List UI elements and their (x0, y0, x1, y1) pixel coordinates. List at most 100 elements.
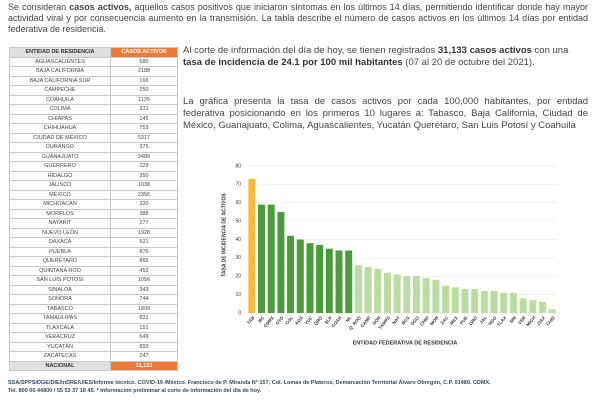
table-cell: TABASCO (9, 303, 111, 314)
x-tick-label: NAY (391, 315, 401, 325)
table-cell: BAJA CALIFORNIA SUR (9, 75, 111, 86)
bar (538, 301, 546, 313)
table-row: COAHUILA 1135 (9, 94, 178, 105)
y-tick-label: 80 (235, 163, 241, 169)
table-cell: CHIHUAHUA (9, 123, 111, 134)
table-cell: 1135 (110, 94, 178, 105)
x-tick-label: COAH (330, 315, 342, 328)
table-cell: TLAXCALA (9, 322, 111, 333)
table-cell: VERACRUZ (9, 332, 111, 343)
table-cell: GUANAJUATO (9, 151, 111, 162)
chart: TASA DE INCIDENCIA DE ACTIVOS ENTIDAD FE… (221, 163, 557, 346)
table-cell: 166 (110, 75, 178, 86)
table-row: MÉXICO 2356 (9, 189, 178, 200)
x-tick-label: YUC (304, 315, 314, 326)
x-tick-label: TLAX (496, 315, 507, 327)
table-cell: 1038 (110, 180, 178, 191)
table-cell: SAN LUIS POTOSÍ (9, 275, 111, 286)
x-tick-label: SIN (508, 315, 517, 324)
bar (258, 204, 266, 313)
table-row: YUCATÁN 893 (9, 341, 178, 352)
table-cell: 580 (110, 56, 178, 67)
x-tick-label: ZAC (439, 315, 449, 326)
table-cell: 1056 (110, 275, 178, 286)
table-cell: 375 (110, 142, 178, 153)
table-row: ZACATECAS 247 (9, 351, 178, 362)
table-cell: 866 (110, 256, 178, 267)
table-cell: 452 (110, 265, 178, 276)
table-cell: 151 (110, 322, 178, 333)
table-cell: 2188 (110, 66, 178, 77)
x-tick-label: HGO (487, 315, 498, 326)
table-row: BAJA CALIFORNIA 2188 (9, 66, 178, 77)
bar (451, 287, 459, 313)
bar (548, 309, 556, 313)
table-cell: 250 (110, 85, 178, 96)
table-cell: MICHOACÁN (9, 199, 111, 210)
table-row: GUANAJUATO 3489 (9, 151, 178, 162)
y-tick-label: 0 (238, 310, 241, 316)
table-row: AGUASCALIENTES 580 (9, 56, 178, 67)
x-tick-label: DGO (410, 315, 421, 326)
x-tick-label: CHIH (419, 315, 430, 327)
x-axis-label: ENTIDAD FEDERATIVA DE RESIDENCIA (353, 340, 458, 346)
summary-text: Al corte de información del día de hoy, … (183, 45, 438, 56)
y-tick-label: 30 (235, 255, 241, 261)
table-cell: QUINTANA ROO (9, 265, 111, 276)
table-row: CAMPECHE 250 (9, 85, 178, 96)
bar (519, 298, 527, 313)
table-row: HIDALGO 350 (9, 170, 178, 181)
table-cell: CAMPECHE (9, 85, 111, 96)
table-cell: 876 (110, 246, 178, 257)
table-cell: 521 (110, 237, 178, 248)
table-row: CHIHUAHUA 753 (9, 123, 178, 134)
bar (277, 211, 285, 313)
bar (383, 272, 391, 313)
table-cell: 277 (110, 218, 178, 229)
bar (287, 235, 295, 313)
bar (471, 289, 479, 313)
summary-text: (07 al 20 de octubre del 2021). (402, 57, 535, 68)
x-tick-label: VER (517, 315, 527, 326)
bar (393, 274, 401, 313)
table-row: NACIONAL 31,133 (9, 360, 178, 371)
table-cell: 893 (110, 341, 178, 352)
bar (325, 248, 333, 313)
table-row: MICHOACÁN 320 (9, 199, 178, 210)
x-tick-label: JAL (479, 315, 488, 325)
table-cell: NUEVO LEÓN (9, 227, 111, 238)
table-cell: SONORA (9, 294, 111, 305)
intro-text: aquellos casos positivos que iniciaron s… (8, 2, 588, 34)
x-tick-label: MICH (525, 315, 536, 327)
bar (296, 239, 304, 313)
table-cell: BAJA CALIFORNIA (9, 66, 111, 77)
y-tick-label: 20 (235, 274, 241, 280)
x-tick-label: BCS (401, 315, 411, 326)
table-cell: 649 (110, 332, 178, 343)
x-tick-label: OAX (536, 315, 546, 326)
bar (432, 279, 440, 313)
table-row: QUERÉTARO 866 (9, 256, 178, 267)
bar (422, 278, 430, 313)
footer-line: Tel. 800 00 44800 / 55 53 37 18 45. * In… (8, 388, 262, 394)
x-tick-label: CAMP (359, 315, 371, 328)
table-row: TABASCO 1899 (9, 303, 178, 314)
intro-bold: casos activos, (69, 2, 132, 12)
bar (490, 290, 498, 313)
table-cell: CIUDAD DE MÉXICO (9, 132, 111, 143)
x-tick-label: AGS (294, 315, 304, 326)
intro-text: Se consideran (8, 2, 70, 12)
table-cell: 1899 (110, 303, 178, 314)
x-tick-label: SON (371, 315, 381, 326)
table-row: OAXACA 521 (9, 237, 178, 248)
x-tick-label: GTO (275, 315, 285, 326)
y-tick-label: 70 (235, 182, 241, 188)
footer-line: SSA/SPPS/DGE/DIE/InDRE/UIES/Informe técn… (8, 380, 491, 386)
description: La gráfica presenta la tasa de casos act… (183, 96, 588, 131)
table-cell: PUEBLA (9, 246, 111, 257)
table-cell: 3489 (110, 151, 178, 162)
table-header: CASOS ACTIVOS (110, 47, 178, 58)
table-cell: 320 (110, 199, 178, 210)
footer: SSA/SPPS/DGE/DIE/InDRE/UIES/Informe técn… (8, 379, 491, 395)
bar (345, 250, 353, 313)
